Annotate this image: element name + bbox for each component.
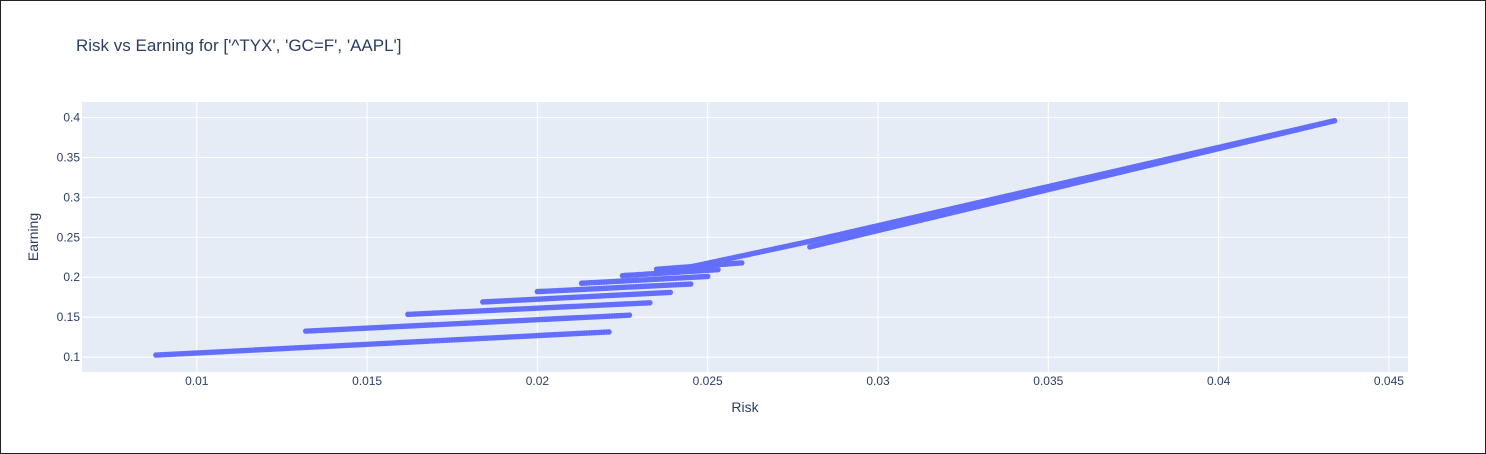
data-point [715, 266, 721, 273]
y-tick-label: 0.4 [63, 111, 80, 125]
y-axis-title: Earning [25, 213, 41, 261]
y-tick-label: 0.15 [57, 310, 81, 324]
y-axis-ticks: 0.1 0.15 0.2 0.25 0.3 0.35 0.4 [57, 111, 81, 365]
x-tick-label: 0.035 [1033, 374, 1063, 388]
y-tick-label: 0.2 [63, 270, 80, 284]
x-axis-title: Risk [731, 399, 759, 415]
data-point [687, 281, 694, 287]
x-tick-label: 0.02 [526, 374, 550, 388]
data-point [606, 329, 612, 335]
data-point [738, 260, 745, 266]
x-tick-label: 0.04 [1207, 374, 1231, 388]
data-points [153, 117, 1338, 358]
data-point [646, 299, 653, 306]
x-tick-label: 0.01 [185, 374, 209, 388]
data-point [667, 289, 674, 296]
data-point [626, 312, 633, 318]
y-tick-label: 0.3 [63, 190, 80, 204]
y-tick-label: 0.25 [57, 230, 81, 244]
chart-title: Risk vs Earning for ['^TYX', 'GC=F', 'AA… [76, 36, 402, 55]
x-tick-label: 0.03 [866, 374, 890, 388]
x-axis-ticks: 0.01 0.015 0.02 0.025 0.03 0.035 0.04 0.045 [185, 374, 1404, 388]
x-tick-label: 0.025 [693, 374, 723, 388]
x-tick-label: 0.015 [352, 374, 382, 388]
y-tick-label: 0.35 [57, 150, 81, 164]
y-tick-label: 0.1 [63, 350, 80, 364]
data-point [704, 273, 711, 280]
x-tick-label: 0.045 [1374, 374, 1404, 388]
data-point [1331, 117, 1338, 124]
